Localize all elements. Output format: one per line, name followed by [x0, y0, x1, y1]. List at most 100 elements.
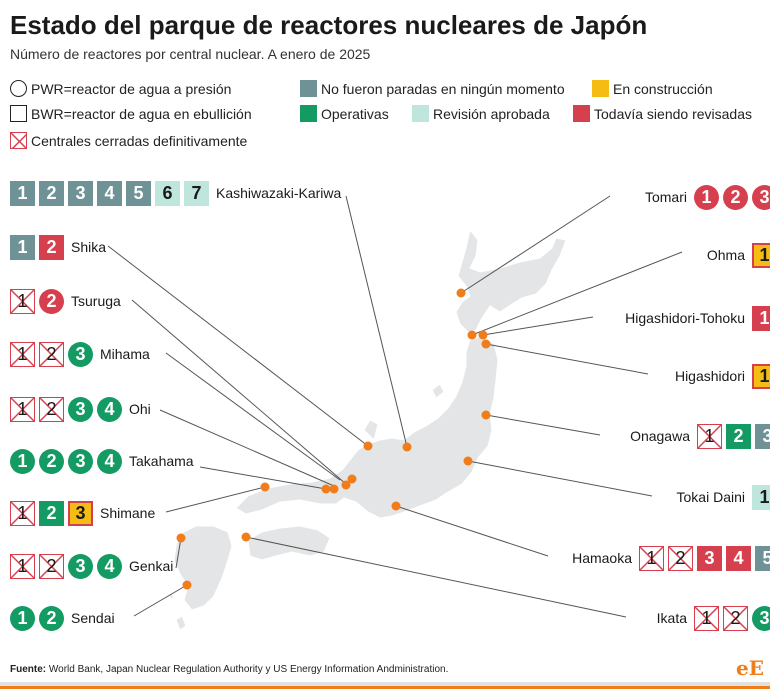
- cross-icon: [11, 397, 34, 421]
- plant-name: Higashidori-Tohoku: [625, 310, 745, 326]
- page-title: Estado del parque de reactores nucleares…: [10, 10, 648, 40]
- cross-icon: [669, 546, 692, 570]
- reactor-unit-operating: 2: [39, 500, 64, 526]
- cross-icon: [11, 554, 34, 578]
- legend-never-stopped: No fueron paradas en ningún momento: [300, 80, 565, 97]
- marker-ikata: [241, 532, 251, 542]
- plant-name: Tsuruga: [71, 293, 121, 309]
- legend-review-approved: Revisión aprobada: [412, 105, 550, 122]
- legend-swatch: [573, 105, 590, 122]
- marker-shika: [363, 441, 373, 451]
- legend-swatch: [412, 105, 429, 122]
- reactor-unit-operating: 1: [10, 448, 35, 474]
- reactor-unit-closed: 1: [10, 553, 35, 579]
- plant-name: Ohma: [706, 247, 745, 263]
- reactor-unit-review-approved: 6: [155, 180, 180, 206]
- legend-under-review: Todavía siendo revisadas: [573, 105, 752, 122]
- reactor-unit-closed: 1: [639, 545, 664, 571]
- reactor-unit-operating: 2: [39, 605, 64, 631]
- plant-shika: 1 2 Shika: [10, 234, 109, 260]
- reactor-unit-operating: 3: [68, 341, 93, 367]
- reactor-unit-under-construction: 3: [68, 500, 93, 526]
- plant-name: Onagawa: [630, 428, 690, 444]
- plant-sendai: 1 2 Sendai: [10, 605, 118, 631]
- marker-ohi: [329, 484, 339, 494]
- plant-takahama: 1 2 3 4 Takahama: [10, 448, 197, 474]
- cross-icon: [724, 606, 747, 630]
- page-subtitle: Número de reactores por central nuclear.…: [10, 46, 371, 62]
- reactor-unit-never-stopped: 4: [97, 180, 122, 206]
- marker-higashidori: [481, 339, 491, 349]
- hokkaido-island: [455, 228, 567, 333]
- legend-swatch: [300, 105, 317, 122]
- reactor-unit-operating: 4: [97, 448, 122, 474]
- reactor-unit-closed: 1: [694, 605, 719, 631]
- legend-pwr: PWR=reactor de agua a presión: [10, 80, 231, 97]
- reactor-unit-closed: 1: [10, 396, 35, 422]
- cross-icon: [640, 546, 663, 570]
- marker-higashidori-tohoku: [478, 330, 488, 340]
- connector-lines: [107, 195, 683, 618]
- plant-name: Ohi: [129, 401, 151, 417]
- plant-name: Shika: [71, 239, 107, 255]
- plant-hamaoka: Hamaoka 1 2 3 4 5: [569, 545, 770, 571]
- reactor-unit-review-approved: 1: [752, 484, 770, 510]
- reactor-unit-operating: 1: [10, 605, 35, 631]
- reactor-unit-under-review: 3: [752, 184, 770, 210]
- marker-tsuruga: [347, 474, 357, 484]
- plant-mihama: 1 2 3 Mihama: [10, 341, 153, 367]
- plant-markers: [176, 288, 491, 590]
- plant-genkai: 1 2 3 4 Genkai: [10, 553, 176, 579]
- reactor-unit-closed: 1: [10, 500, 35, 526]
- reactor-unit-never-stopped: 3: [755, 423, 770, 449]
- cross-icon: [695, 606, 718, 630]
- marker-ohma: [467, 330, 477, 340]
- plant-name: Genkai: [129, 558, 174, 574]
- plant-ohma: Ohma 1: [704, 242, 770, 268]
- reactor-unit-operating: 3: [68, 448, 93, 474]
- marker-tomari: [456, 288, 466, 298]
- crossed-box-icon: [10, 132, 27, 149]
- legend-operating: Operativas: [300, 105, 389, 122]
- plant-name: Sendai: [71, 610, 115, 626]
- reactor-unit-never-stopped: 5: [755, 545, 770, 571]
- reactor-unit-closed: 2: [39, 396, 64, 422]
- marker-shimane: [260, 482, 270, 492]
- reactor-unit-under-review: 4: [726, 545, 751, 571]
- plant-higashidori: Higashidori 1: [672, 363, 770, 389]
- reactor-unit-never-stopped: 5: [126, 180, 151, 206]
- plant-name: Ikata: [656, 610, 687, 626]
- plant-name: Hamaoka: [572, 550, 632, 566]
- footer-accent-bar: [0, 686, 770, 689]
- plant-name: Higashidori: [674, 368, 745, 384]
- reactor-unit-operating: 3: [68, 553, 93, 579]
- circle-icon: [10, 80, 27, 97]
- reactor-unit-closed: 2: [723, 605, 748, 631]
- marker-tokai-daini: [463, 456, 473, 466]
- plant-name: Takahama: [129, 453, 194, 469]
- marker-mihama: [341, 480, 351, 490]
- reactor-unit-review-approved: 7: [184, 180, 209, 206]
- reactor-unit-never-stopped: 2: [39, 180, 64, 206]
- cross-icon: [40, 342, 63, 366]
- reactor-unit-operating: 4: [97, 396, 122, 422]
- legend-swatch: [300, 80, 317, 97]
- square-icon: [10, 105, 27, 122]
- brand-logo: eE: [736, 656, 764, 680]
- shikoku-island: [247, 525, 331, 561]
- cross-icon: [40, 554, 63, 578]
- marker-kashiwazaki: [402, 442, 412, 452]
- plant-name: Tokai Daini: [676, 489, 745, 505]
- plant-tsuruga: 1 2 Tsuruga: [10, 288, 124, 314]
- reactor-unit-closed: 1: [10, 288, 35, 314]
- reactor-unit-never-stopped: 3: [68, 180, 93, 206]
- marker-takahama: [321, 484, 331, 494]
- reactor-unit-operating: 2: [726, 423, 751, 449]
- cross-icon: [40, 397, 63, 421]
- plant-name: Shimane: [100, 505, 156, 521]
- reactor-unit-under-review: 2: [723, 184, 748, 210]
- reactor-unit-under-construction: 1: [752, 242, 770, 268]
- reactor-unit-closed: 1: [10, 341, 35, 367]
- reactor-unit-never-stopped: 1: [10, 234, 35, 260]
